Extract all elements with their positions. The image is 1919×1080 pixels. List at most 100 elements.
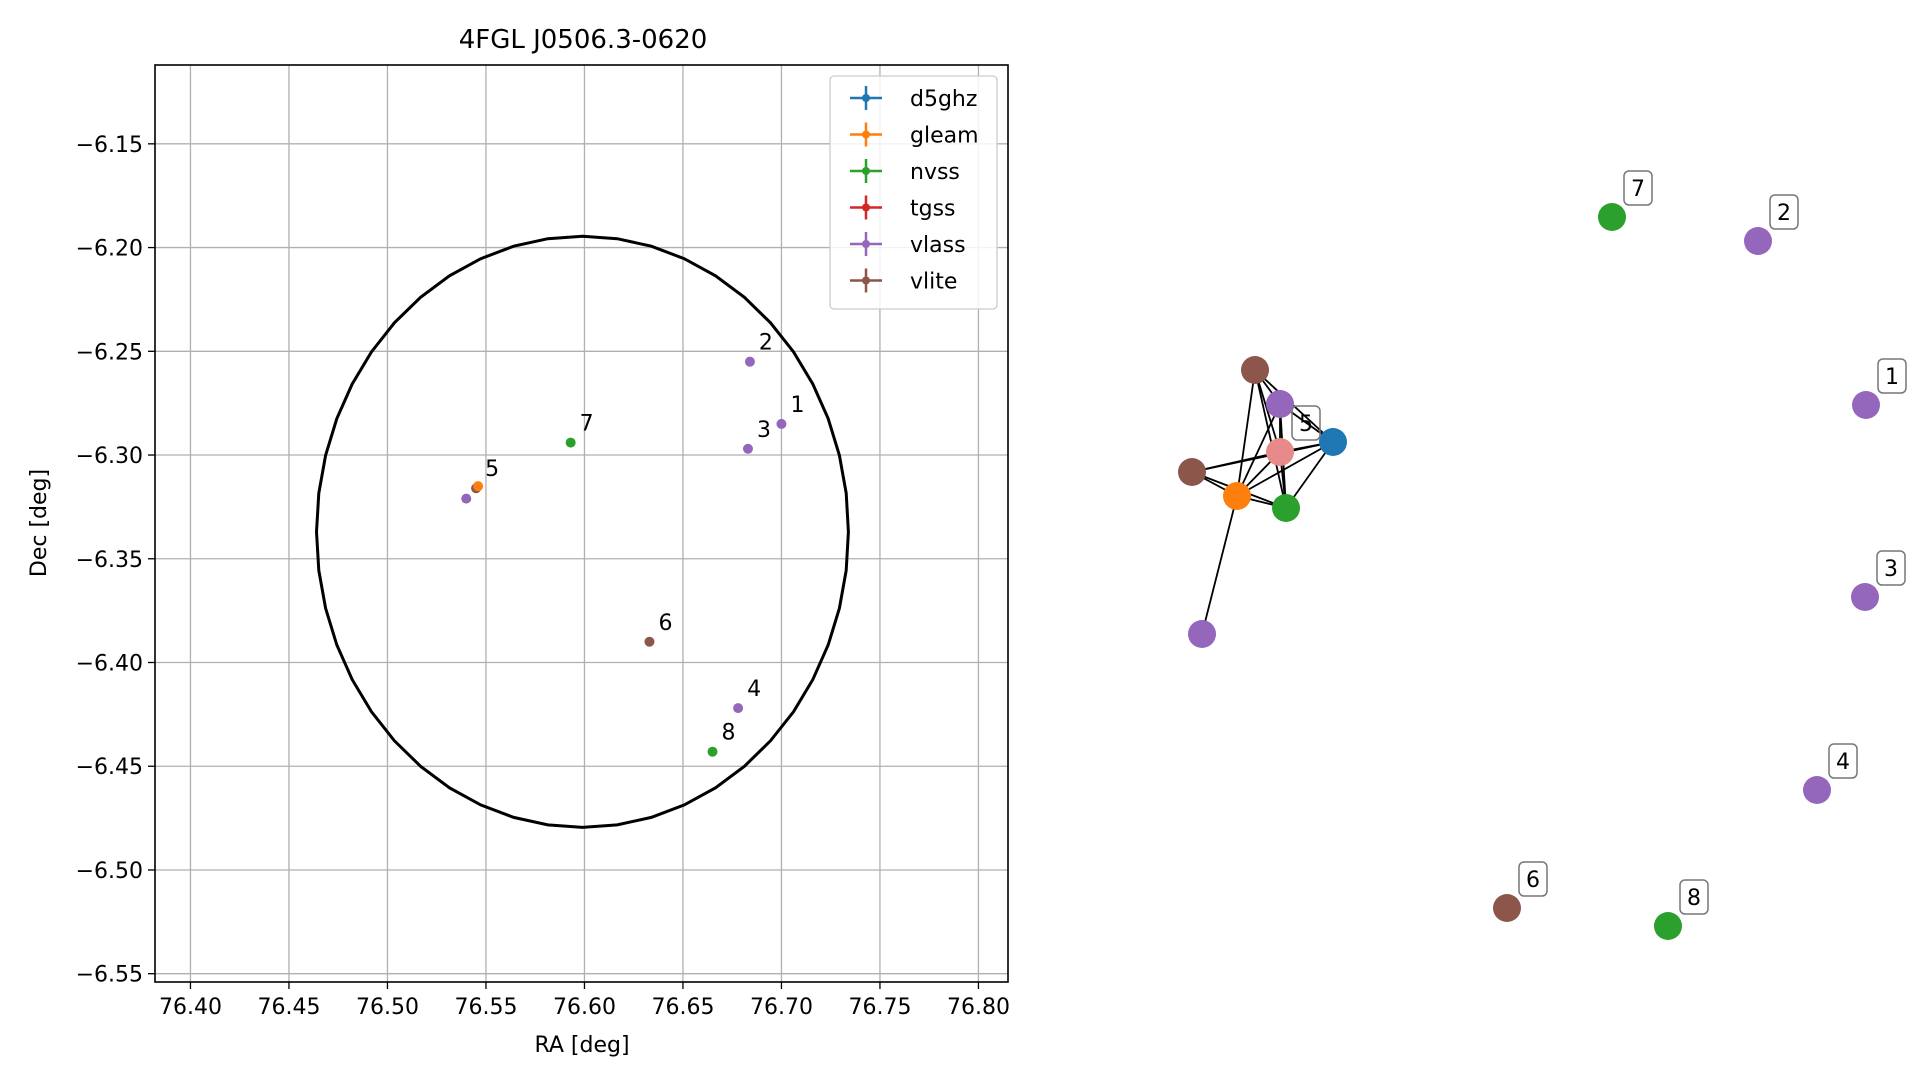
data-point-nvss xyxy=(565,437,576,448)
x-axis-ticks: 76.40 76.45 76.50 76.55 76.60 76.65 76.70 76.75… xyxy=(159,982,1010,1020)
legend-entry-nvss: nvss xyxy=(850,159,960,185)
graph-nodes: 7 2 1 3 4 6 8 5 xyxy=(1178,170,1907,940)
legend-marker-dot xyxy=(862,276,870,285)
y-tick-label: −6.25 xyxy=(76,340,143,365)
grid-lines xyxy=(155,65,1008,982)
graph-node xyxy=(1744,227,1772,255)
x-tick-label: 76.75 xyxy=(848,995,911,1020)
point-label: 2 xyxy=(759,331,773,356)
y-tick-label: −6.40 xyxy=(76,652,143,677)
data-point-vlass xyxy=(742,443,753,454)
plot-frame xyxy=(154,64,1009,983)
graph-edges xyxy=(1191,369,1334,635)
x-tick-label: 76.80 xyxy=(947,995,1010,1020)
graph-node xyxy=(1803,776,1831,804)
node-label-box xyxy=(1828,743,1858,779)
x-tick-label: 76.55 xyxy=(454,995,517,1020)
x-tick-label: 76.60 xyxy=(553,995,616,1020)
y-tick-label: −6.50 xyxy=(76,859,143,884)
node-label: 5 xyxy=(1299,412,1313,437)
node-label: 2 xyxy=(1777,201,1791,226)
point-label: 3 xyxy=(757,418,771,443)
graph-node xyxy=(1852,391,1880,419)
graph-edge xyxy=(1236,369,1256,497)
graph-node xyxy=(1241,356,1269,384)
graph-node xyxy=(1493,894,1521,922)
data-point-vlass xyxy=(744,356,755,367)
x-tick-label: 76.65 xyxy=(651,995,714,1020)
graph-node xyxy=(1223,482,1251,510)
graph-edge xyxy=(1236,403,1281,497)
error-ellipse xyxy=(314,234,850,829)
node-label: 3 xyxy=(1884,557,1898,582)
node-label: 8 xyxy=(1687,886,1701,911)
legend-marker-dot xyxy=(862,240,870,248)
graph-edge xyxy=(1191,451,1281,473)
data-point-vlite xyxy=(644,636,655,647)
point-label: 8 xyxy=(722,721,736,746)
graph-edge xyxy=(1236,441,1334,497)
x-tick-label: 76.70 xyxy=(750,995,813,1020)
node-label: 7 xyxy=(1631,177,1645,202)
legend-label: tgss xyxy=(910,197,956,222)
node-label-box xyxy=(1679,879,1709,915)
point-label: 1 xyxy=(790,393,804,418)
x-axis-label: RA [deg] xyxy=(534,1033,629,1058)
legend-marker-dot xyxy=(862,167,870,175)
y-tick-label: −6.35 xyxy=(76,548,143,573)
data-point-nvss xyxy=(707,746,718,757)
node-label-box xyxy=(1623,170,1653,206)
graph-node xyxy=(1654,912,1682,940)
graph-edge xyxy=(1254,369,1281,453)
legend-entry-tgss: tgss xyxy=(850,195,956,222)
graph-node xyxy=(1188,620,1216,648)
node-label-box xyxy=(1518,861,1548,897)
plot-title: 4FGL J0506.3-0620 xyxy=(459,25,708,55)
node-label: 1 xyxy=(1885,365,1899,390)
graph-edge xyxy=(1254,369,1287,509)
point-label: 4 xyxy=(747,677,761,702)
legend-marker-dot xyxy=(862,94,870,102)
legend-entry-gleam: gleam xyxy=(850,122,979,149)
legend-label: vlite xyxy=(910,270,957,295)
point-label: 6 xyxy=(658,611,672,636)
graph-node xyxy=(1598,203,1626,231)
node-label-box xyxy=(1876,550,1906,586)
graph-node xyxy=(1178,458,1206,486)
graph-edge xyxy=(1201,495,1238,635)
data-point-vlass xyxy=(776,418,787,429)
legend-marker-dot xyxy=(862,203,870,212)
legend-entry-d5ghz: d5ghz xyxy=(850,86,977,112)
graph-node xyxy=(1272,494,1300,522)
legend-entry-vlite: vlite xyxy=(850,268,957,295)
node-label-box xyxy=(1877,358,1907,394)
node-label-box xyxy=(1291,405,1321,441)
data-point-gleam xyxy=(473,481,484,492)
data-points: 1 2 3 4 5 6 7 8 xyxy=(461,331,804,757)
legend-label: nvss xyxy=(910,160,960,185)
x-tick-label: 76.40 xyxy=(159,995,222,1020)
point-label: 5 xyxy=(485,457,499,482)
legend: d5ghz gleam nvss tgss vlass vlite xyxy=(829,75,998,310)
graph-node xyxy=(1851,583,1879,611)
legend-label: vlass xyxy=(910,233,966,258)
graph-node xyxy=(1266,390,1294,418)
legend-label: gleam xyxy=(910,124,979,149)
node-label: 6 xyxy=(1526,868,1540,893)
y-tick-label: −6.45 xyxy=(76,755,143,780)
node-label: 4 xyxy=(1836,750,1850,775)
legend-marker-dot xyxy=(862,130,870,139)
y-axis-label: Dec [deg] xyxy=(27,469,52,577)
y-tick-label: −6.30 xyxy=(76,444,143,469)
y-tick-label: −6.55 xyxy=(76,963,143,988)
y-axis-ticks: −6.15 −6.20 −6.25 −6.30 −6.35 −6.40 −6.45 −6.50… xyxy=(76,133,155,988)
x-tick-label: 76.50 xyxy=(356,995,419,1020)
x-tick-label: 76.45 xyxy=(257,995,320,1020)
node-label-box xyxy=(1769,194,1799,230)
legend-entry-vlass: vlass xyxy=(850,232,966,258)
y-tick-label: −6.15 xyxy=(76,133,143,158)
legend-label: d5ghz xyxy=(910,87,977,112)
point-label: 7 xyxy=(580,412,594,437)
